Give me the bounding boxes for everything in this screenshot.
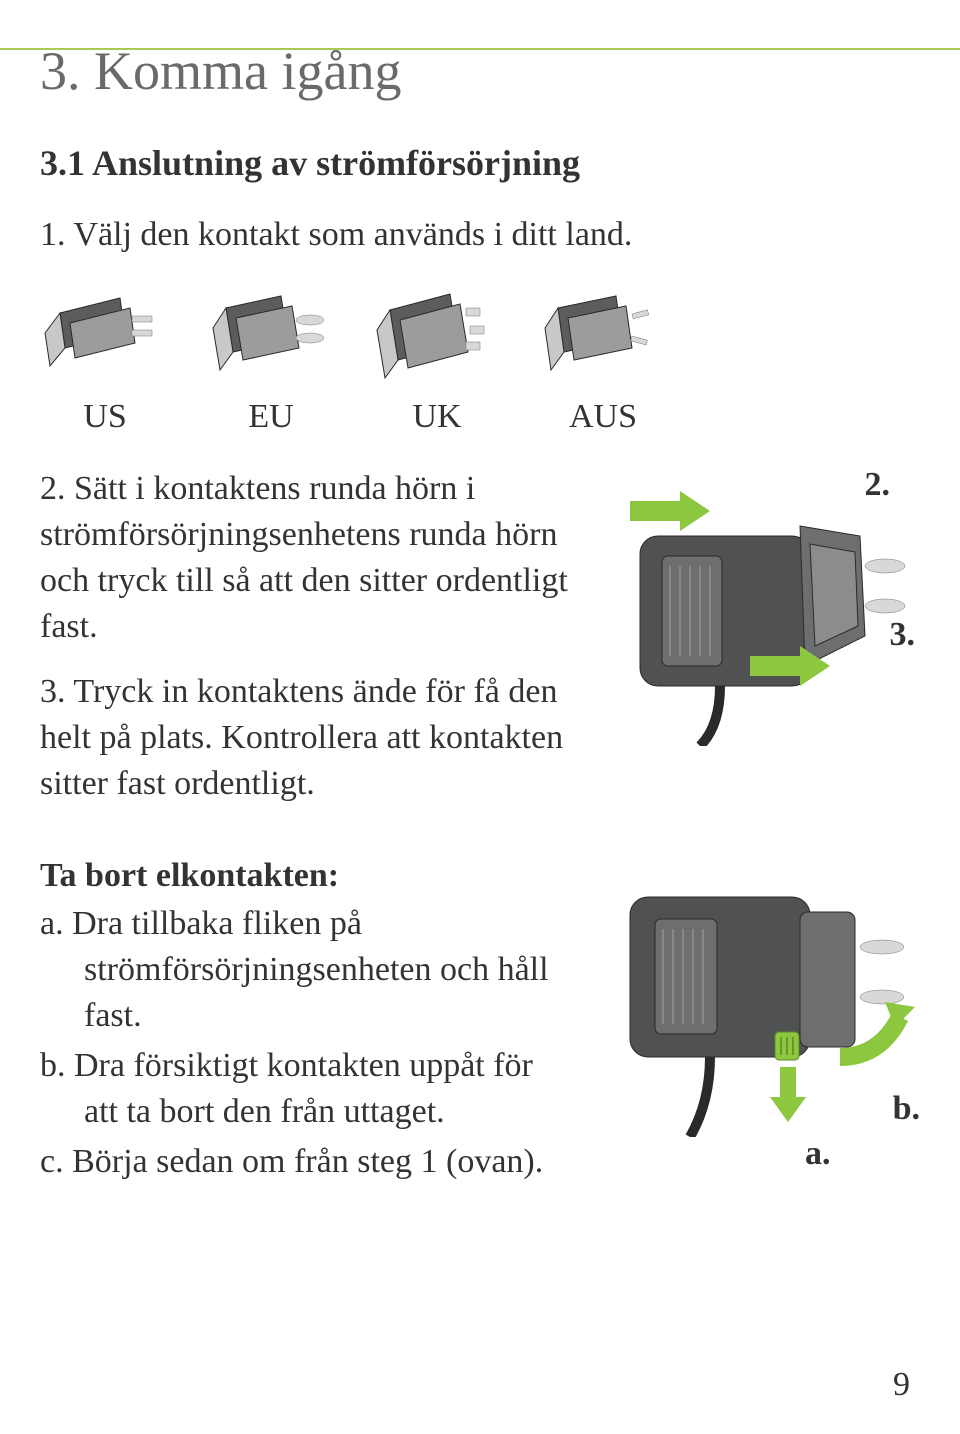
callout-3: 3. [890, 616, 916, 654]
remove-illustration: a. b. [600, 857, 920, 1188]
remove-title: Ta bort elkontakten: [40, 857, 570, 895]
remove-step-c: c. Börja sedan om från steg 1 (ovan). [40, 1139, 570, 1185]
plug-aus-icon [538, 278, 668, 388]
adapter-remove-icon [600, 857, 920, 1137]
intro-step-1: 1. Välj den kontakt som används i ditt l… [40, 212, 920, 258]
plug-us-label: US [83, 398, 126, 436]
plug-uk: UK [372, 278, 502, 436]
plug-aus-label: AUS [569, 398, 637, 436]
page-number: 9 [893, 1366, 910, 1404]
callout-a: a. [805, 1135, 831, 1173]
remove-text-col: Ta bort elkontakten: a. Dra tillbaka fli… [40, 857, 570, 1188]
plug-options-row: US EU UK AUS [40, 278, 920, 436]
adapter-attach-icon [600, 466, 920, 746]
attach-illustration: 2. 3. [600, 466, 920, 827]
section-subheading: 3.1 Anslutning av strömförsörjning [40, 142, 920, 184]
plug-eu: EU [206, 278, 336, 436]
step-3-text: 3. Tryck in kontaktens ände för få den h… [40, 669, 570, 807]
remove-step-b: b. Dra försiktigt kontakten uppåt för at… [40, 1043, 570, 1135]
attach-section: 2. Sätt i kontaktens runda hörn i strömf… [40, 466, 920, 827]
step-2-text: 2. Sätt i kontaktens runda hörn i strömf… [40, 466, 570, 650]
remove-section: Ta bort elkontakten: a. Dra tillbaka fli… [40, 857, 920, 1188]
callout-2: 2. [865, 466, 891, 504]
plug-uk-icon [372, 278, 502, 388]
callout-b: b. [893, 1090, 920, 1128]
plug-aus: AUS [538, 278, 668, 436]
plug-eu-icon [206, 278, 336, 388]
plug-uk-label: UK [412, 398, 461, 436]
plug-eu-label: EU [248, 398, 293, 436]
plug-us: US [40, 278, 170, 436]
remove-step-a: a. Dra tillbaka fliken på strömförsörjni… [40, 901, 570, 1039]
plug-us-icon [40, 278, 170, 388]
top-divider [0, 48, 960, 50]
attach-text-col: 2. Sätt i kontaktens runda hörn i strömf… [40, 466, 570, 827]
